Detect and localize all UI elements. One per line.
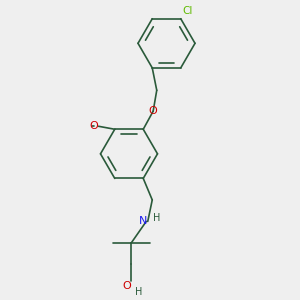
Text: N: N [140,216,148,226]
Text: O: O [149,106,158,116]
Text: H: H [153,213,160,223]
Text: O: O [122,281,131,291]
Text: Cl: Cl [182,6,193,16]
Text: O: O [89,121,98,131]
Text: H: H [135,287,142,297]
